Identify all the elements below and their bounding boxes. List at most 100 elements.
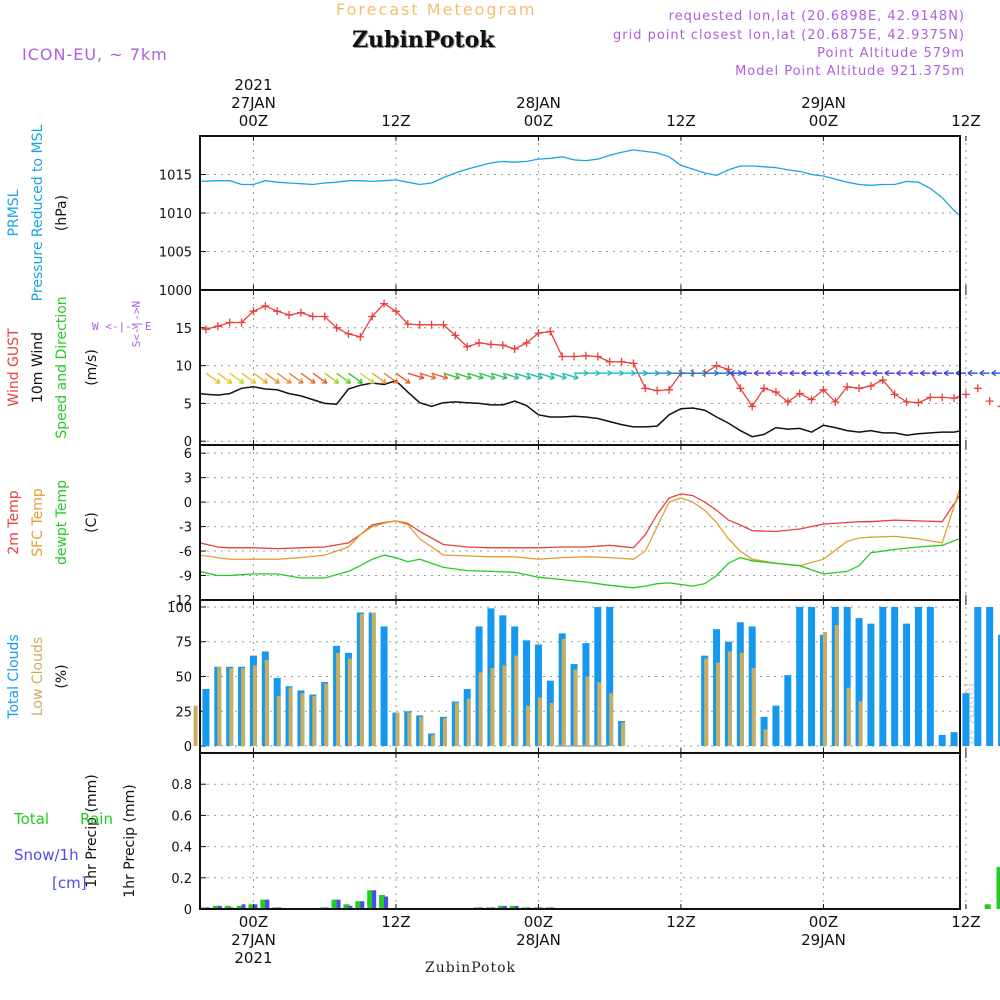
precip-label-snow: Snow/1h [14,846,79,864]
wind-barb-head [896,370,902,377]
wind-barb-head [753,370,759,377]
wind-gust-marker [593,352,602,361]
clouds-bar-low-clouds [276,695,281,747]
wind-barb [502,372,520,379]
wind-gust-marker [391,307,400,316]
wind-barb-head [501,374,508,380]
precip-bar-snow-1h [241,904,246,909]
wind-barb [348,372,363,384]
clouds-bar-total-clouds [380,626,388,747]
wind-gust-marker [641,384,650,393]
wind-gust-marker [249,307,258,316]
precip-label-rain: Rain [80,810,113,828]
clouds-bar-low-clouds [407,712,412,747]
wind-barb-head [430,374,437,380]
wind-barb-head [262,378,269,384]
clouds-bar-low-clouds [549,702,554,747]
wind-gust-marker [961,390,970,399]
wind-frame [199,289,961,446]
pressure-series-prmsl [200,149,960,217]
wind-gust-marker [831,397,840,406]
time-label-top: 29JAN [801,94,846,112]
wind-barb-head [979,370,985,377]
precip-bar-snow-1h [372,890,377,909]
clouds-bar-low-clouds [739,652,744,747]
wind-ytick-label: 15 [175,322,192,337]
wind-gust-marker [819,385,828,394]
time-label-bottom: 12Z [951,913,980,931]
clouds-bar-total-clouds [950,732,958,747]
temperature-ytick-label: 0 [184,496,192,511]
wind-barb-head [478,374,484,380]
time-label-bottom: 00Z [239,913,268,931]
clouds-bar-low-clouds [324,683,329,747]
clouds-bar-total-clouds [879,606,887,747]
wind-barb [205,372,221,384]
wind-gust-marker [475,338,484,347]
wind-barb [466,372,484,379]
clouds-bar-total-clouds [926,606,934,747]
wind-barb [217,372,233,384]
wind-barb [383,372,399,384]
clouds-bar-total-clouds [962,693,970,747]
wind-barb-head [369,378,375,384]
wind-barb [359,372,375,384]
wind-barb-head [824,370,830,377]
precip-ytick-label: 0.2 [171,872,192,887]
wind-barb [276,372,292,384]
point-altitude: Point Altitude 579m [817,46,965,61]
wind-barb-head [309,378,316,384]
clouds-label-2: (%) [54,664,70,688]
clouds-bar-low-clouds [371,612,376,747]
wind-ytick-label: 10 [175,360,192,375]
time-label-top: 00Z [524,112,553,130]
temperature-ytick-label: -6 [179,545,192,560]
clouds-bar-low-clouds [514,655,519,747]
wind-barb-head [813,370,819,377]
wind-gust-marker [237,318,246,327]
clouds-bar-total-clouds [808,606,816,747]
wind-label-3: (m/s) [84,349,100,386]
clouds-bar-low-clouds [264,659,269,747]
time-label-top: 00Z [239,112,268,130]
precip-bar-snow-1h [253,904,258,909]
clouds-bar-total-clouds [843,606,851,747]
wind-barb [514,372,531,379]
wind-gust-marker [296,308,305,317]
wind-gust-marker [213,322,222,331]
wind-gust-marker [344,329,353,338]
clouds-bar-low-clouds [621,722,626,747]
clouds-bar-low-clouds [431,734,436,747]
wind-barb-head [393,378,399,384]
wind-barb-head [765,370,771,377]
wind-barb-head [737,370,743,377]
wind-barb-head [801,370,807,377]
clouds-bar-low-clouds [359,613,364,747]
wind-gust-marker [285,310,294,319]
pressure-ytick-label: 1000 [159,284,192,299]
precip-bar-snow-1h [348,905,353,909]
wind-barb-head [513,374,520,380]
time-label-top: 12Z [381,112,410,130]
wind-barb [490,372,508,379]
wind-barb [561,372,579,379]
pressure-ytick-label: 1015 [159,169,192,184]
time-label-bottom: 12Z [666,913,695,931]
precip-label-4: 1hr Precip (mm) [84,774,100,887]
temperature-ytick-label: 3 [184,472,192,487]
time-label-top: 12Z [951,112,980,130]
wind-ytick-label: 5 [184,397,192,412]
clouds-bar-total-clouds [523,640,531,747]
precip-bar-total-rain [996,866,1000,909]
wind-gust-marker [380,299,389,308]
wind-barb [550,372,567,379]
clouds-ytick-label: 0 [184,740,192,755]
wind-gust-marker [403,320,412,329]
precip-bar-total-rain [984,904,991,909]
time-label-top: 12Z [666,112,695,130]
wind-gust-marker [629,359,638,368]
wind-barb-head [537,374,544,380]
wind-gust-marker [320,312,329,321]
wind-barb-head [729,370,735,377]
clouds-bar-total-clouds [914,606,922,747]
